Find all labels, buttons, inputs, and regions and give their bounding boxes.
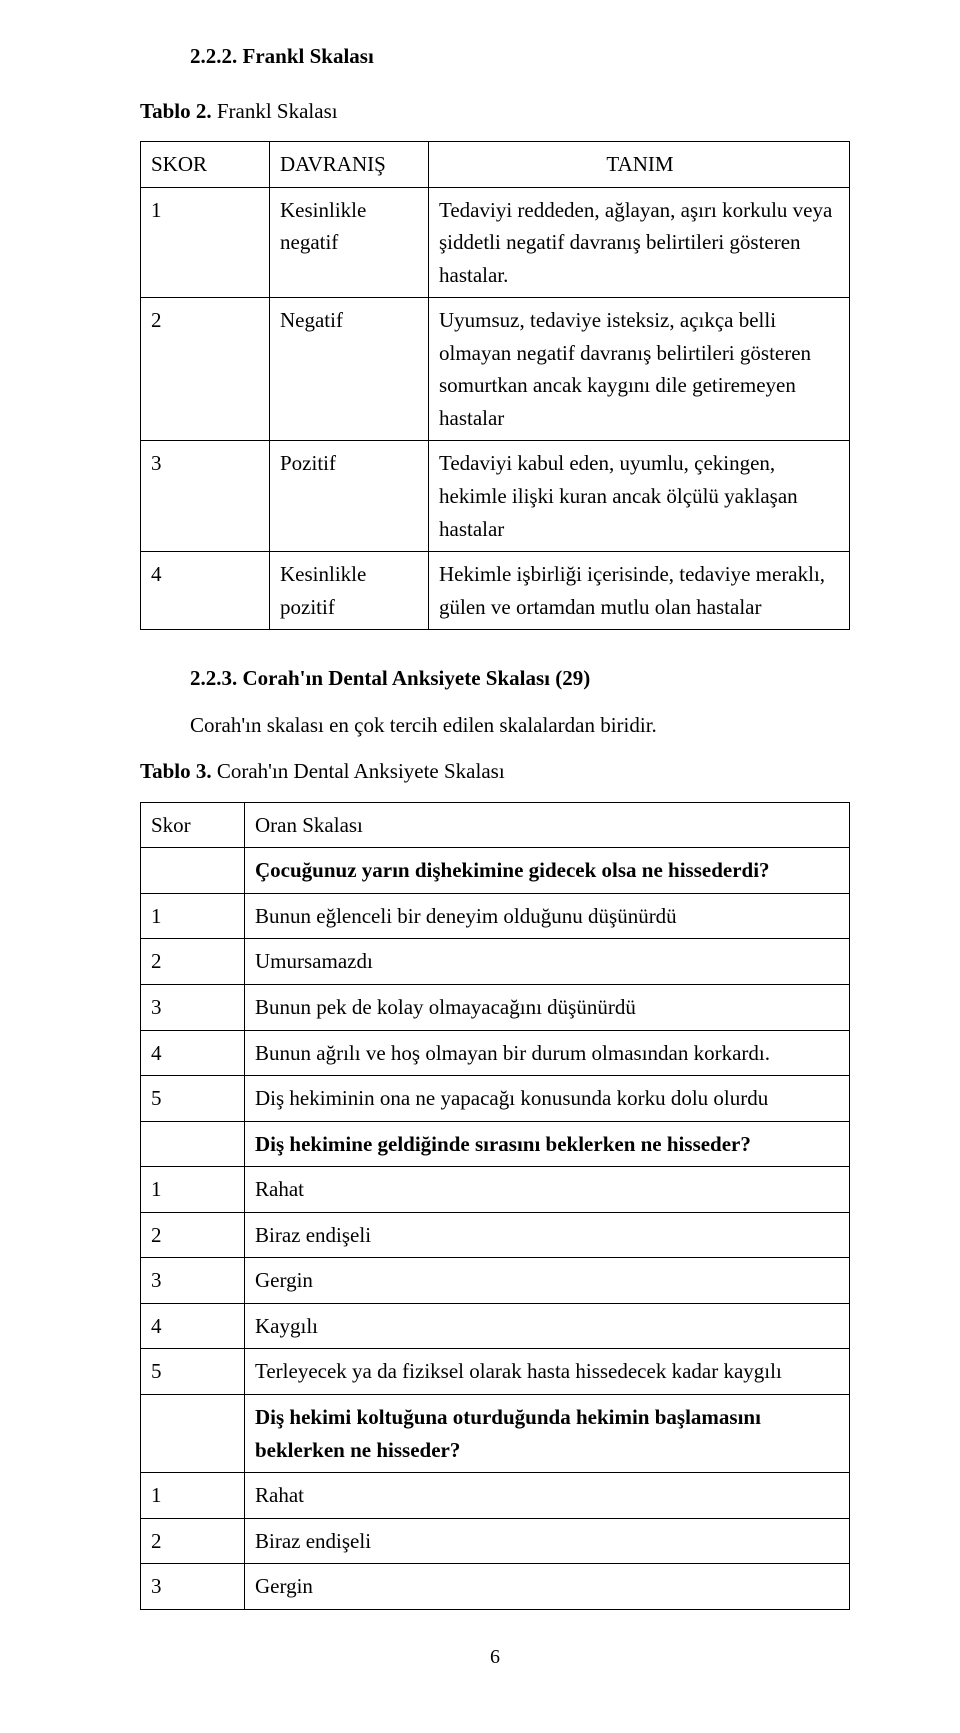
- table-row: Diş hekimi koltuğuna oturduğunda hekimin…: [141, 1394, 850, 1472]
- cell: [141, 848, 245, 894]
- cell: Tedaviyi kabul eden, uyumlu, çekingen, h…: [429, 441, 850, 552]
- cell: Bunun pek de kolay olmayacağını düşünürd…: [245, 985, 850, 1031]
- cell: Gergin: [245, 1258, 850, 1304]
- table-row: 5 Diş hekiminin ona ne yapacağı konusund…: [141, 1076, 850, 1122]
- page-number: 6: [140, 1642, 850, 1673]
- cell: 1: [141, 1167, 245, 1213]
- table-row: 4 Bunun ağrılı ve hoş olmayan bir durum …: [141, 1030, 850, 1076]
- th-tanim: TANIM: [429, 142, 850, 188]
- cell: Hekimle işbirliği içerisinde, tedaviye m…: [429, 552, 850, 630]
- table-row: 2 Biraz endişeli: [141, 1518, 850, 1564]
- cell: Diş hekiminin ona ne yapacağı konusunda …: [245, 1076, 850, 1122]
- cell: Biraz endişeli: [245, 1518, 850, 1564]
- cell: 2: [141, 298, 270, 441]
- cell: 1: [141, 893, 245, 939]
- table-caption: Tablo 2. Frankl Skalası: [140, 95, 850, 128]
- cell: Rahat: [245, 1167, 850, 1213]
- table-row: SKOR DAVRANIŞ TANIM: [141, 142, 850, 188]
- table-row: 1 Kesinlikle negatif Tedaviyi reddeden, …: [141, 187, 850, 298]
- cell: 4: [141, 1030, 245, 1076]
- cell: 2: [141, 939, 245, 985]
- cell: 1: [141, 187, 270, 298]
- question: Çocuğunuz yarın dişhekimine gidecek olsa…: [245, 848, 850, 894]
- table-caption: Tablo 3. Corah'ın Dental Anksiyete Skala…: [140, 755, 850, 788]
- cell: 5: [141, 1076, 245, 1122]
- section-heading: 2.2.2. Frankl Skalası: [190, 40, 850, 73]
- table-row: Çocuğunuz yarın dişhekimine gidecek olsa…: [141, 848, 850, 894]
- table-row: 2 Biraz endişeli: [141, 1212, 850, 1258]
- question: Diş hekimine geldiğinde sırasını beklerk…: [245, 1121, 850, 1167]
- caption-text: Frankl Skalası: [212, 99, 338, 123]
- cell: Kaygılı: [245, 1303, 850, 1349]
- cell: 3: [141, 441, 270, 552]
- cell: Terleyecek ya da fiziksel olarak hasta h…: [245, 1349, 850, 1395]
- table-row: Skor Oran Skalası: [141, 802, 850, 848]
- table-row: 3 Gergin: [141, 1258, 850, 1304]
- table-row: 3 Bunun pek de kolay olmayacağını düşünü…: [141, 985, 850, 1031]
- cell: Rahat: [245, 1473, 850, 1519]
- paragraph: Corah'ın skalası en çok tercih edilen sk…: [190, 709, 850, 742]
- table-row: 2 Umursamazdı: [141, 939, 850, 985]
- th-davranis: DAVRANIŞ: [270, 142, 429, 188]
- cell: [141, 1121, 245, 1167]
- cell: Tedaviyi reddeden, ağlayan, aşırı korkul…: [429, 187, 850, 298]
- cell: Kesinlikle negatif: [270, 187, 429, 298]
- table-row: 1 Rahat: [141, 1167, 850, 1213]
- cell: Negatif: [270, 298, 429, 441]
- cell: 4: [141, 1303, 245, 1349]
- table-row: 1 Bunun eğlenceli bir deneyim olduğunu d…: [141, 893, 850, 939]
- caption-text: Corah'ın Dental Anksiyete Skalası: [212, 759, 505, 783]
- corah-table: Skor Oran Skalası Çocuğunuz yarın dişhek…: [140, 802, 850, 1610]
- th-oran: Oran Skalası: [245, 802, 850, 848]
- table-row: 5 Terleyecek ya da fiziksel olarak hasta…: [141, 1349, 850, 1395]
- cell: Uyumsuz, tedaviye isteksiz, açıkça belli…: [429, 298, 850, 441]
- cell: 1: [141, 1473, 245, 1519]
- cell: Biraz endişeli: [245, 1212, 850, 1258]
- table-row: 4 Kesinlikle pozitif Hekimle işbirliği i…: [141, 552, 850, 630]
- cell: Bunun eğlenceli bir deneyim olduğunu düş…: [245, 893, 850, 939]
- cell: 2: [141, 1212, 245, 1258]
- table-row: 3 Gergin: [141, 1564, 850, 1610]
- cell: Pozitif: [270, 441, 429, 552]
- cell: 3: [141, 1564, 245, 1610]
- section-heading: 2.2.3. Corah'ın Dental Anksiyete Skalası…: [190, 662, 850, 695]
- th-skor: SKOR: [141, 142, 270, 188]
- cell: 4: [141, 552, 270, 630]
- cell: 3: [141, 985, 245, 1031]
- cell: Bunun ağrılı ve hoş olmayan bir durum ol…: [245, 1030, 850, 1076]
- frankl-table: SKOR DAVRANIŞ TANIM 1 Kesinlikle negatif…: [140, 141, 850, 630]
- cell: [141, 1394, 245, 1472]
- question: Diş hekimi koltuğuna oturduğunda hekimin…: [245, 1394, 850, 1472]
- cell: Gergin: [245, 1564, 850, 1610]
- cell: 3: [141, 1258, 245, 1304]
- cell: Kesinlikle pozitif: [270, 552, 429, 630]
- cell: 2: [141, 1518, 245, 1564]
- table-row: 2 Negatif Uyumsuz, tedaviye isteksiz, aç…: [141, 298, 850, 441]
- table-row: 3 Pozitif Tedaviyi kabul eden, uyumlu, ç…: [141, 441, 850, 552]
- cell: 5: [141, 1349, 245, 1395]
- th-skor: Skor: [141, 802, 245, 848]
- caption-label: Tablo 2.: [140, 99, 212, 123]
- table-row: 4 Kaygılı: [141, 1303, 850, 1349]
- table-row: 1 Rahat: [141, 1473, 850, 1519]
- table-row: Diş hekimine geldiğinde sırasını beklerk…: [141, 1121, 850, 1167]
- cell: Umursamazdı: [245, 939, 850, 985]
- caption-label: Tablo 3.: [140, 759, 212, 783]
